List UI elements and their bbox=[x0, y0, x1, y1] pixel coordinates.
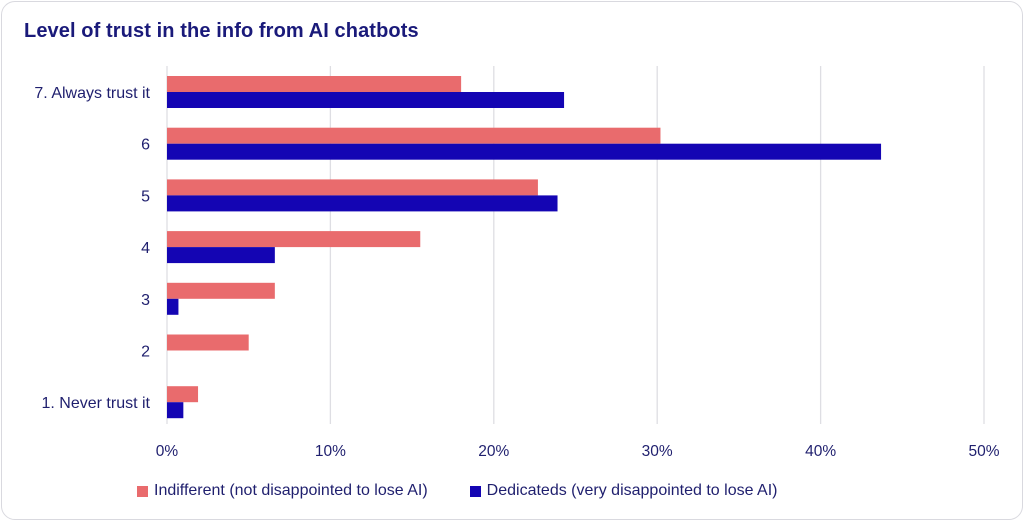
bar-dedicateds bbox=[167, 195, 558, 212]
bar-dedicateds bbox=[167, 247, 275, 264]
bar-indifferent bbox=[167, 76, 462, 92]
bar-indifferent bbox=[167, 282, 275, 299]
x-tick-label: 20% bbox=[478, 443, 509, 460]
x-axis-labels: 0% 10% 20% 30% 40% 50% bbox=[156, 443, 1000, 460]
bars bbox=[167, 76, 882, 419]
bar-dedicateds bbox=[167, 92, 565, 108]
legend-label-indifferent: Indifferent (not disappointed to lose AI… bbox=[154, 482, 428, 499]
y-category-label: 4 bbox=[141, 240, 150, 257]
legend-label-dedicateds: Dedicateds (very disappointed to lose AI… bbox=[486, 482, 778, 499]
y-category-label: 5 bbox=[141, 188, 150, 205]
bar-dedicateds bbox=[167, 143, 882, 160]
x-tick-label: 30% bbox=[642, 443, 673, 460]
x-tick-label: 50% bbox=[968, 443, 999, 460]
bar-dedicateds bbox=[167, 298, 179, 315]
x-tick-label: 10% bbox=[315, 443, 346, 460]
bar-dedicateds bbox=[167, 402, 184, 419]
y-axis-labels: 7. Always trust it 6 5 4 3 2 1. Never trust it bbox=[34, 85, 150, 412]
y-category-label: 1. Never trust it bbox=[42, 395, 151, 412]
legend-item-indifferent: Indifferent (not disappointed to lose AI… bbox=[137, 482, 428, 500]
legend: Indifferent (not disappointed to lose AI… bbox=[137, 482, 778, 500]
legend-swatch-dedicateds bbox=[469, 485, 481, 497]
bar-indifferent bbox=[167, 179, 538, 196]
x-tick-label: 40% bbox=[805, 443, 836, 460]
y-category-label: 2 bbox=[141, 344, 150, 361]
legend-swatch-indifferent bbox=[137, 485, 148, 497]
bar-indifferent bbox=[167, 127, 661, 144]
bar-indifferent bbox=[167, 231, 421, 248]
y-category-label: 7. Always trust it bbox=[34, 85, 150, 102]
bar-indifferent bbox=[167, 334, 249, 351]
chart-title: Level of trust in the info from AI chatb… bbox=[24, 20, 419, 42]
y-category-label: 6 bbox=[141, 137, 150, 154]
y-category-label: 3 bbox=[141, 292, 150, 309]
x-tick-label: 0% bbox=[156, 443, 179, 460]
bar-indifferent bbox=[167, 386, 199, 403]
legend-item-dedicateds: Dedicateds (very disappointed to lose AI… bbox=[469, 482, 778, 500]
